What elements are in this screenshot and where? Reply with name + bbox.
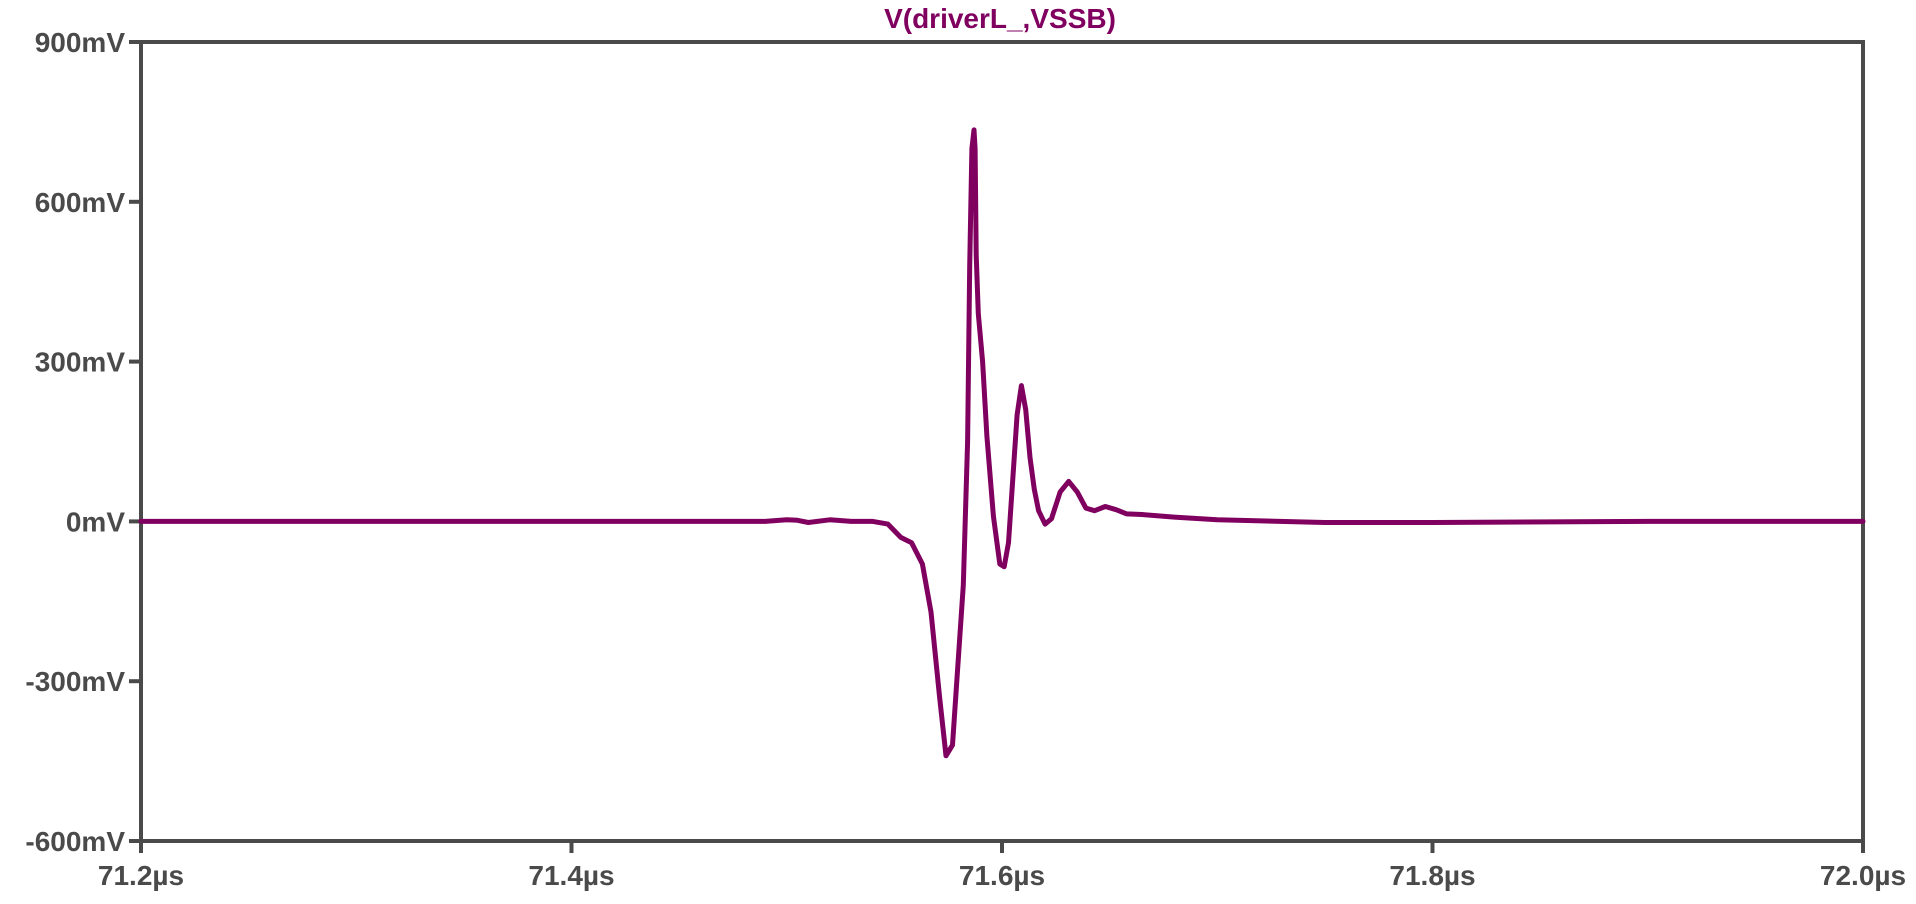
y-axis: 900mV 600mV 300mV 0mV -300mV -600mV: [25, 27, 141, 857]
x-tick-label: 71.6µs: [959, 860, 1045, 891]
x-tick-label: 71.4µs: [528, 860, 614, 891]
x-tick-label: 72.0µs: [1820, 860, 1906, 891]
y-tick-label: -600mV: [25, 826, 125, 857]
plot-area: [138, 127, 1866, 759]
x-tick-label: 71.2µs: [98, 860, 184, 891]
series-line: [138, 127, 1866, 759]
y-tick-label: 300mV: [35, 347, 126, 378]
y-tick-label: 0mV: [66, 506, 125, 537]
y-tick-label: 600mV: [35, 187, 126, 218]
x-axis: 71.2µs 71.4µs 71.6µs 71.8µs 72.0µs: [98, 841, 1906, 891]
x-tick-label: 71.8µs: [1389, 860, 1475, 891]
axes: [139, 40, 1865, 843]
y-tick-label: 900mV: [35, 27, 126, 58]
chart-title: V(driverL_,VSSB): [884, 3, 1116, 34]
y-tick-label: -300mV: [25, 666, 125, 697]
plot-frame: [139, 40, 1865, 843]
